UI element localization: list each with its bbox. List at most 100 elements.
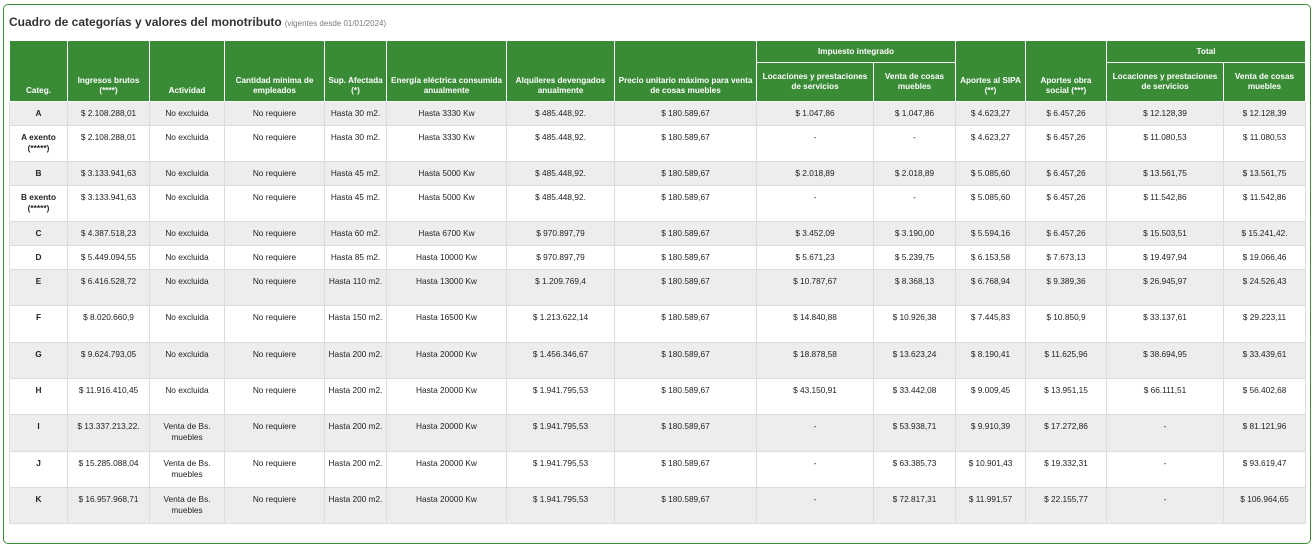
cell-obra-social: $ 13.951,15 [1025, 378, 1107, 415]
table-row: A $ 2.108.288,01 No excluida No requiere… [9, 101, 1307, 126]
cell-imp-venta: - [873, 125, 956, 162]
cell-alquileres: $ 1.941.795,53 [506, 451, 615, 488]
cell-tot-locaciones: $ 66.111,51 [1106, 378, 1224, 415]
cell-ingresos: $ 6.416.528,72 [67, 269, 150, 306]
header-empleados: Cantidad mínima de empleados [224, 40, 325, 102]
cell-superficie: Hasta 110 m2. [324, 269, 387, 306]
cell-precio: $ 180.589,67 [614, 342, 757, 379]
cell-energia: Hasta 3330 Kw [386, 101, 507, 126]
cell-tot-locaciones: $ 11.080,53 [1106, 125, 1224, 162]
cell-alquileres: $ 1.941.795,53 [506, 487, 615, 524]
cell-precio: $ 180.589,67 [614, 161, 757, 186]
cell-imp-locaciones: - [756, 451, 874, 488]
cell-precio: $ 180.589,67 [614, 305, 757, 343]
cell-alquileres: $ 1.456.346,67 [506, 342, 615, 379]
cell-tot-locaciones: - [1106, 451, 1224, 488]
cell-energia: Hasta 5000 Kw [386, 161, 507, 186]
cell-superficie: Hasta 200 m2. [324, 342, 387, 379]
page-subtitle: (vigentes desde 01/01/2024) [284, 19, 387, 28]
header-superficie: Sup. Afectada (*) [324, 40, 387, 102]
cell-imp-venta: $ 5.239,75 [873, 245, 956, 270]
cell-imp-locaciones: - [756, 185, 874, 222]
cell-energia: Hasta 20000 Kw [386, 342, 507, 379]
cell-categ: J [9, 451, 68, 488]
table-row: B $ 3.133.941,63 No excluida No requiere… [9, 161, 1307, 186]
cell-alquileres: $ 1.213.622,14 [506, 305, 615, 343]
cell-actividad: No excluida [149, 245, 225, 270]
cell-precio: $ 180.589,67 [614, 414, 757, 452]
cell-sipa: $ 5.085,60 [955, 161, 1026, 186]
cell-obra-social: $ 11.625,96 [1025, 342, 1107, 379]
cell-imp-venta: $ 1.047,86 [873, 101, 956, 126]
cell-sipa: $ 9.910,39 [955, 414, 1026, 452]
cell-imp-locaciones: $ 14.840,88 [756, 305, 874, 343]
cell-superficie: Hasta 30 m2. [324, 125, 387, 162]
cell-alquileres: $ 1.209.769,4 [506, 269, 615, 306]
cell-imp-venta: $ 8.368,13 [873, 269, 956, 306]
cell-precio: $ 180.589,67 [614, 221, 757, 246]
cell-imp-locaciones: $ 1.047,86 [756, 101, 874, 126]
cell-alquileres: $ 485.448,92. [506, 101, 615, 126]
cell-alquileres: $ 485.448,92. [506, 185, 615, 222]
cell-tot-locaciones: $ 11.542,86 [1106, 185, 1224, 222]
cell-superficie: Hasta 85 m2. [324, 245, 387, 270]
cell-actividad: No excluida [149, 221, 225, 246]
cell-tot-venta: $ 56.402,68 [1222, 378, 1307, 415]
cell-imp-venta: $ 53.938,71 [873, 414, 956, 452]
cell-imp-venta: $ 10.926,38 [873, 305, 956, 343]
cell-superficie: Hasta 200 m2. [324, 487, 387, 524]
cell-obra-social: $ 7.673,13 [1025, 245, 1107, 270]
cell-superficie: Hasta 30 m2. [324, 101, 387, 126]
cell-categ: E [9, 269, 68, 306]
cell-precio: $ 180.589,67 [614, 245, 757, 270]
cell-obra-social: $ 9.389,36 [1025, 269, 1107, 306]
cell-sipa: $ 6.768,94 [955, 269, 1026, 306]
cell-categ: D [9, 245, 68, 270]
cell-tot-venta: $ 13.561,75 [1222, 161, 1307, 186]
cell-obra-social: $ 10.850,9 [1025, 305, 1107, 343]
cell-sipa: $ 5.594,16 [955, 221, 1026, 246]
cell-superficie: Hasta 60 m2. [324, 221, 387, 246]
cell-sipa: $ 4.623,27 [955, 125, 1026, 162]
table-row: A exento (*****) $ 2.108.288,01 No exclu… [9, 125, 1307, 162]
cell-ingresos: $ 2.108.288,01 [67, 101, 150, 126]
cell-categ: H [9, 378, 68, 415]
cell-energia: Hasta 20000 Kw [386, 414, 507, 452]
cell-superficie: Hasta 200 m2. [324, 378, 387, 415]
cell-precio: $ 180.589,67 [614, 125, 757, 162]
cell-sipa: $ 11.991,57 [955, 487, 1026, 524]
header-imp-venta: Venta de cosas muebles [873, 62, 956, 102]
cell-imp-locaciones: $ 18.878,58 [756, 342, 874, 379]
table-row: E $ 6.416.528,72 No excluida No requiere… [9, 269, 1307, 306]
cell-tot-venta: $ 24.526,43 [1222, 269, 1307, 306]
cell-empleados: No requiere [224, 221, 325, 246]
header-tot-locaciones: Locaciones y prestaciones de servicios [1106, 62, 1224, 102]
cell-imp-locaciones: $ 10.787,67 [756, 269, 874, 306]
cell-actividad: No excluida [149, 305, 225, 343]
cell-empleados: No requiere [224, 185, 325, 222]
cell-ingresos: $ 3.133.941,63 [67, 185, 150, 222]
cell-tot-venta: $ 12.128,39 [1222, 101, 1307, 126]
cell-actividad: Venta de Bs. muebles [149, 414, 225, 452]
cell-imp-venta: $ 72.817,31 [873, 487, 956, 524]
cell-tot-venta: $ 81.121,96 [1222, 414, 1307, 452]
cell-tot-venta: $ 33.439,61 [1222, 342, 1307, 379]
cell-superficie: Hasta 200 m2. [324, 414, 387, 452]
cell-energia: Hasta 20000 Kw [386, 487, 507, 524]
header-impuesto-integrado: Impuesto integrado [756, 40, 956, 63]
page-heading: Cuadro de categorías y valores del monot… [9, 13, 386, 31]
cell-superficie: Hasta 150 m2. [324, 305, 387, 343]
cell-imp-venta: $ 33.442,08 [873, 378, 956, 415]
cell-precio: $ 180.589,67 [614, 185, 757, 222]
cell-tot-locaciones: $ 38.694,95 [1106, 342, 1224, 379]
cell-actividad: Venta de Bs. muebles [149, 487, 225, 524]
cell-obra-social: $ 6.457,26 [1025, 221, 1107, 246]
header-total: Total [1105, 40, 1307, 63]
cell-empleados: No requiere [224, 451, 325, 488]
cell-energia: Hasta 3330 Kw [386, 125, 507, 162]
cell-tot-locaciones: $ 15.503,51 [1106, 221, 1224, 246]
cell-superficie: Hasta 45 m2. [324, 185, 387, 222]
cell-obra-social: $ 6.457,26 [1025, 185, 1107, 222]
cell-obra-social: $ 22.155,77 [1025, 487, 1107, 524]
header-alquileres: Alquileres devengados anualmente [506, 40, 615, 102]
